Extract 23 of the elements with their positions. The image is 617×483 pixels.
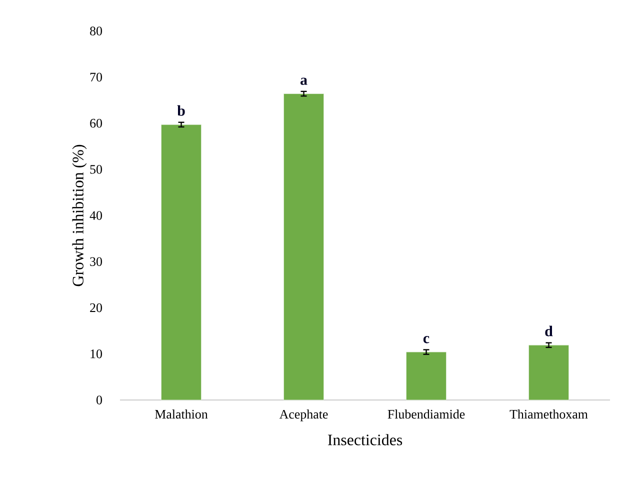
y-tick-label: 80 [90, 26, 102, 36]
x-tick-label: Flubendiamide [388, 410, 465, 419]
x-axis-title: Insecticides [328, 434, 402, 446]
annotation: c [423, 336, 430, 344]
y-tick-label: 20 [90, 303, 102, 312]
y-tick-label: 40 [90, 211, 102, 220]
y-tick-label: 70 [90, 72, 102, 82]
annotation: a [300, 78, 308, 85]
x-tick-label: Thiamethoxam [510, 410, 588, 419]
y-tick-label: 30 [90, 257, 102, 266]
annotation: b [177, 105, 185, 116]
y-tick-label: 50 [90, 165, 102, 174]
x-tick-label: Malathion [155, 410, 208, 419]
y-axis-title: Growth inhibition (%) [72, 144, 87, 286]
y-tick-label: 60 [90, 118, 102, 128]
annotation: d [545, 326, 553, 336]
y-tick-label: 10 [90, 349, 102, 358]
x-tick-label: Acephate [279, 410, 328, 422]
bar [406, 352, 446, 400]
bar [161, 124, 202, 400]
y-tick-label: 0 [96, 396, 102, 404]
bar [284, 94, 324, 400]
bar [528, 344, 569, 400]
